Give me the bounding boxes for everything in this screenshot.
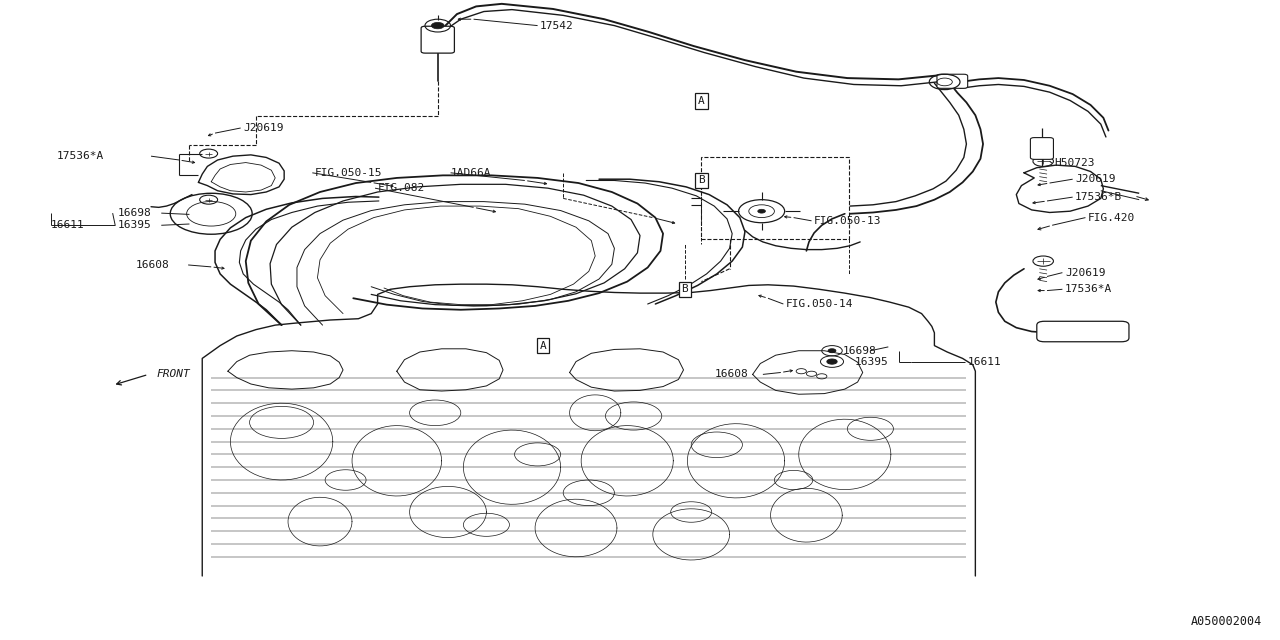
Text: FRONT: FRONT <box>156 369 189 379</box>
Text: 16698: 16698 <box>118 208 151 218</box>
Text: 16611: 16611 <box>968 356 1001 367</box>
Text: B: B <box>681 284 689 294</box>
Text: 17536*A: 17536*A <box>1065 284 1112 294</box>
Text: FIG.082: FIG.082 <box>378 183 425 193</box>
Text: 16611: 16611 <box>51 220 84 230</box>
Circle shape <box>431 22 444 29</box>
Text: H50723: H50723 <box>1055 158 1096 168</box>
Text: B: B <box>698 175 705 186</box>
Text: 17542: 17542 <box>540 20 573 31</box>
Text: J20619: J20619 <box>243 123 284 133</box>
Circle shape <box>828 349 836 353</box>
FancyBboxPatch shape <box>1037 321 1129 342</box>
Text: 16395: 16395 <box>118 220 151 230</box>
Text: J20619: J20619 <box>1065 268 1106 278</box>
Text: J20619: J20619 <box>1075 174 1116 184</box>
FancyBboxPatch shape <box>937 74 968 88</box>
Text: 17536*A: 17536*A <box>56 151 104 161</box>
Circle shape <box>827 359 837 364</box>
Text: 1AD66A: 1AD66A <box>451 168 492 178</box>
Text: 16698: 16698 <box>842 346 876 356</box>
Text: A: A <box>539 340 547 351</box>
Text: 17536*B: 17536*B <box>1075 192 1123 202</box>
Text: FIG.050-13: FIG.050-13 <box>814 216 882 226</box>
Text: 16395: 16395 <box>855 356 888 367</box>
Text: 16608: 16608 <box>714 369 748 380</box>
Circle shape <box>758 209 765 213</box>
FancyBboxPatch shape <box>1030 138 1053 159</box>
Text: A: A <box>698 96 705 106</box>
Text: FIG.420: FIG.420 <box>1088 212 1135 223</box>
Text: FIG.050-15: FIG.050-15 <box>315 168 383 178</box>
FancyBboxPatch shape <box>421 26 454 53</box>
Text: 16608: 16608 <box>136 260 169 270</box>
Text: FIG.050-14: FIG.050-14 <box>786 299 854 309</box>
Bar <box>701 157 849 239</box>
Text: A050002004: A050002004 <box>1190 616 1262 628</box>
